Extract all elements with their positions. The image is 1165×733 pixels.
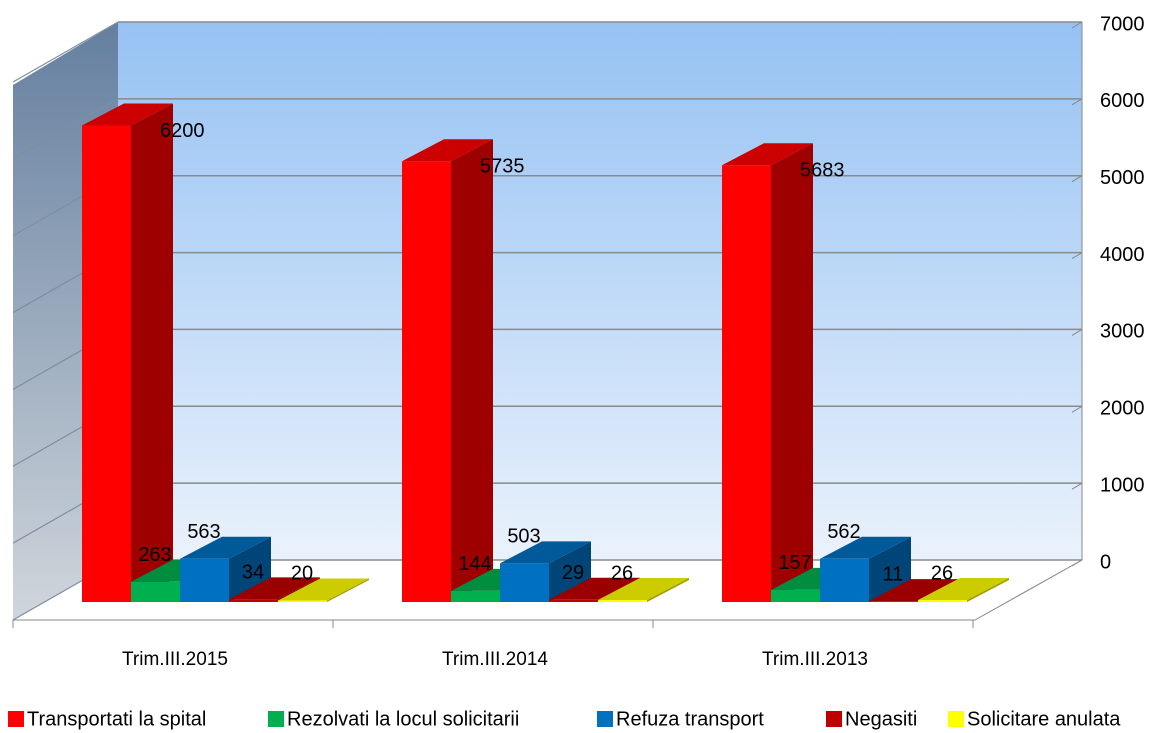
bar xyxy=(451,590,500,602)
bar xyxy=(918,600,967,602)
legend-swatch xyxy=(8,711,24,727)
data-label: 6200 xyxy=(160,120,205,142)
data-label: 26 xyxy=(611,562,633,584)
bar-top xyxy=(820,536,911,559)
data-label: 11 xyxy=(883,563,904,585)
bar-side xyxy=(647,578,689,602)
bar-top xyxy=(869,579,960,602)
legend-label: Transportati la spital xyxy=(27,708,206,730)
legend-swatch xyxy=(597,711,613,727)
y-tick xyxy=(1071,328,1083,336)
legend-label: Solicitare anulata xyxy=(967,708,1121,730)
x-tick-label: Trim.III.2015 xyxy=(122,649,228,670)
x-tick-label: Trim.III.2014 xyxy=(442,649,548,670)
data-label: 563 xyxy=(187,521,220,543)
bar xyxy=(771,589,820,602)
data-label: 5683 xyxy=(800,160,845,182)
bar-top xyxy=(918,578,1009,601)
bar-top xyxy=(722,143,813,166)
bar-top xyxy=(278,578,369,601)
bar xyxy=(820,558,869,602)
bar xyxy=(131,581,180,602)
legend-label: Refuza transport xyxy=(616,708,764,730)
y-tick-label: 6000 xyxy=(1100,90,1145,112)
bar-top xyxy=(180,536,271,559)
legend-swatch xyxy=(268,711,284,727)
grid-line xyxy=(12,21,119,83)
bar xyxy=(229,599,278,602)
bar xyxy=(549,599,598,602)
data-label: 29 xyxy=(562,562,584,584)
bar xyxy=(869,601,918,602)
bar xyxy=(500,563,549,602)
bar-top xyxy=(402,139,493,162)
data-label: 144 xyxy=(458,553,491,575)
legend-swatch xyxy=(826,711,842,727)
bar-top xyxy=(598,578,689,601)
bar-side xyxy=(869,536,911,602)
y-tick xyxy=(1071,98,1083,106)
data-label: 34 xyxy=(242,562,264,584)
y-tick xyxy=(1071,252,1083,260)
bar-side xyxy=(771,143,813,602)
data-label: 263 xyxy=(138,544,171,566)
y-tick-label: 2000 xyxy=(1100,398,1145,420)
data-label: 5735 xyxy=(480,156,525,178)
y-tick-label: 1000 xyxy=(1100,474,1145,496)
bar xyxy=(722,165,771,602)
bar-top xyxy=(500,541,591,564)
data-label: 562 xyxy=(827,521,860,543)
legend-label: Rezolvati la locul solicitarii xyxy=(287,708,519,730)
bar-side xyxy=(327,578,369,602)
legend-label: Negasiti xyxy=(845,708,917,730)
back-wall xyxy=(118,22,1082,560)
y-tick xyxy=(1071,21,1083,29)
bar xyxy=(82,125,131,602)
y-tick-label: 7000 xyxy=(1100,13,1145,35)
y-tick-label: 4000 xyxy=(1100,244,1145,266)
bar xyxy=(278,600,327,602)
bar-top xyxy=(229,577,320,600)
legend-swatch xyxy=(948,711,964,727)
data-label: 26 xyxy=(931,562,953,584)
bar-side xyxy=(549,541,591,602)
data-label: 20 xyxy=(291,563,313,585)
floor-edge xyxy=(974,559,1083,621)
bar-top xyxy=(549,577,640,600)
data-label: 503 xyxy=(507,526,540,548)
bar-side xyxy=(451,139,493,602)
x-tick-label: Trim.III.2013 xyxy=(762,649,868,670)
y-tick xyxy=(1071,175,1083,183)
bar-side xyxy=(131,103,173,602)
bar-side xyxy=(229,536,271,602)
bar-top xyxy=(82,103,173,126)
y-tick-label: 3000 xyxy=(1100,321,1145,343)
data-label: 157 xyxy=(778,552,811,574)
y-tick xyxy=(1071,482,1083,490)
bar xyxy=(598,600,647,602)
bar xyxy=(402,161,451,602)
bar-side xyxy=(967,578,1009,602)
y-tick xyxy=(1071,405,1083,413)
grid-line xyxy=(12,98,119,160)
y-tick-label: 5000 xyxy=(1100,167,1145,189)
y-tick-label: 0 xyxy=(1100,551,1111,573)
y-tick xyxy=(1071,559,1083,567)
bar xyxy=(180,558,229,602)
